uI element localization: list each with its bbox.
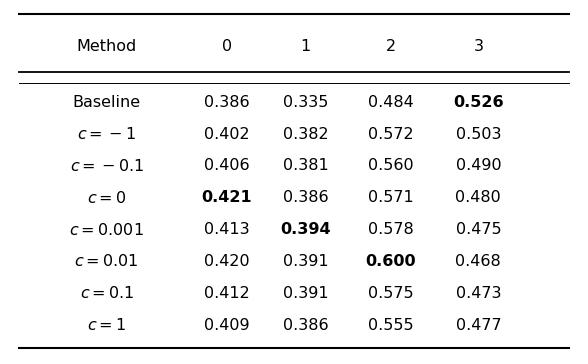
Text: $c = 1$: $c = 1$: [87, 317, 126, 333]
Text: 0.421: 0.421: [201, 190, 252, 205]
Text: 0: 0: [222, 39, 232, 54]
Text: Baseline: Baseline: [73, 95, 141, 110]
Text: 3: 3: [473, 39, 483, 54]
Text: 0.386: 0.386: [283, 190, 329, 205]
Text: 1: 1: [300, 39, 311, 54]
Text: 0.560: 0.560: [368, 158, 413, 173]
Text: 0.402: 0.402: [204, 127, 249, 142]
Text: 0.571: 0.571: [368, 190, 413, 205]
Text: 0.503: 0.503: [456, 127, 501, 142]
Text: $c = 0.1$: $c = 0.1$: [79, 285, 134, 301]
Text: 0.555: 0.555: [368, 317, 413, 333]
Text: 0.477: 0.477: [456, 317, 501, 333]
Text: $c = 0.01$: $c = 0.01$: [75, 253, 139, 269]
Text: 0.381: 0.381: [283, 158, 329, 173]
Text: Method: Method: [76, 39, 137, 54]
Text: 0.490: 0.490: [456, 158, 501, 173]
Text: 0.406: 0.406: [204, 158, 249, 173]
Text: 0.475: 0.475: [456, 222, 501, 237]
Text: $c = -1$: $c = -1$: [77, 126, 136, 142]
Text: 0.391: 0.391: [283, 286, 329, 301]
Text: 0.480: 0.480: [456, 190, 501, 205]
Text: 0.412: 0.412: [204, 286, 249, 301]
Text: $c = 0$: $c = 0$: [87, 190, 126, 206]
Text: 2: 2: [386, 39, 396, 54]
Text: 0.391: 0.391: [283, 254, 329, 269]
Text: $c = 0.001$: $c = 0.001$: [69, 222, 144, 238]
Text: 0.526: 0.526: [453, 95, 504, 110]
Text: $c = -0.1$: $c = -0.1$: [70, 158, 144, 174]
Text: 0.386: 0.386: [283, 317, 329, 333]
Text: 0.575: 0.575: [368, 286, 413, 301]
Text: 0.473: 0.473: [456, 286, 501, 301]
Text: 0.382: 0.382: [283, 127, 329, 142]
Text: 0.386: 0.386: [204, 95, 249, 110]
Text: 0.413: 0.413: [204, 222, 249, 237]
Text: 0.420: 0.420: [204, 254, 249, 269]
Text: 0.600: 0.600: [365, 254, 416, 269]
Text: 0.484: 0.484: [368, 95, 413, 110]
Text: 0.394: 0.394: [280, 222, 331, 237]
Text: 0.468: 0.468: [456, 254, 501, 269]
Text: 0.409: 0.409: [204, 317, 249, 333]
Text: 0.335: 0.335: [283, 95, 328, 110]
Text: 0.572: 0.572: [368, 127, 413, 142]
Text: 0.578: 0.578: [368, 222, 413, 237]
